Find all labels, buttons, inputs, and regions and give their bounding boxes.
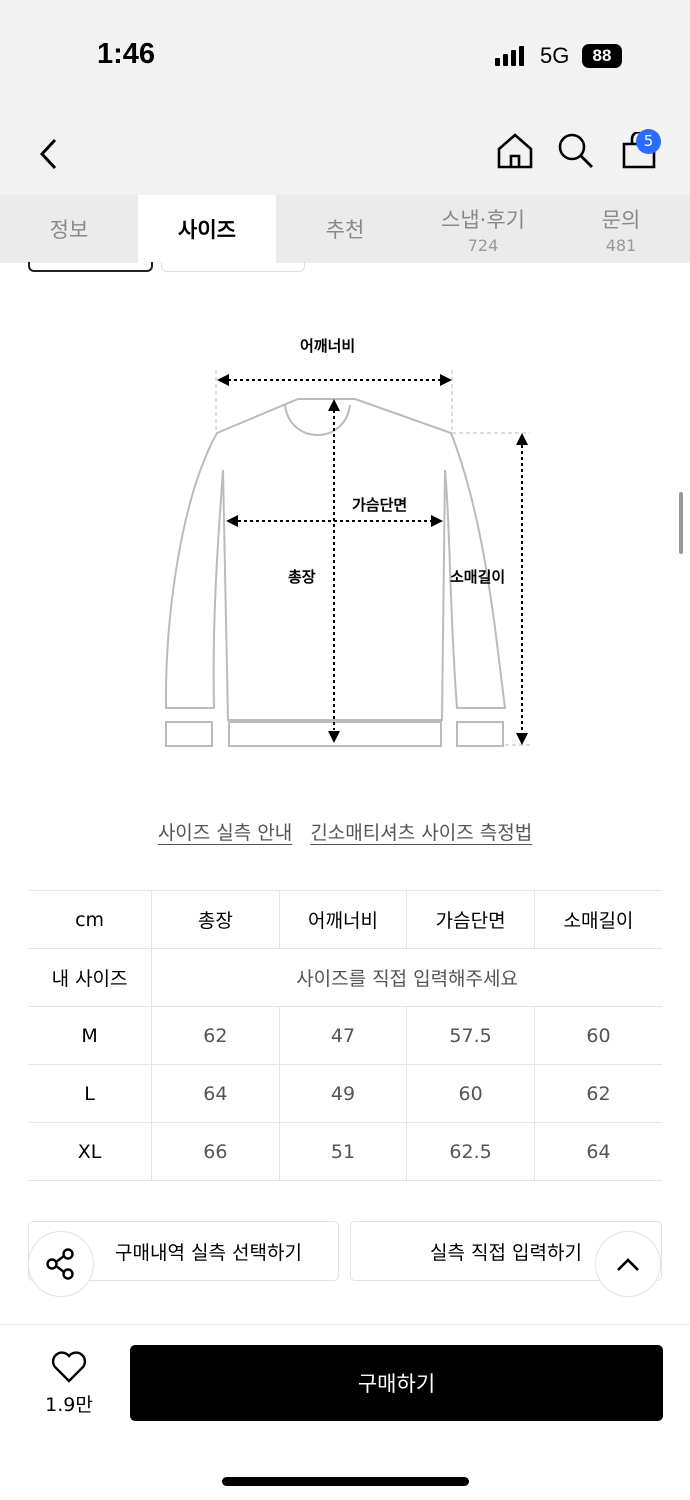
button-label: 구매하기 (357, 1372, 436, 1396)
tab-reviews[interactable]: 스냅·후기 724 (414, 195, 552, 263)
value-cell: 47 (278, 1006, 408, 1065)
battery-level: 88 (582, 44, 622, 68)
header-cell: cm (28, 890, 153, 949)
top-nav (0, 110, 690, 195)
tab-size[interactable]: 사이즈 (138, 195, 276, 263)
header-cell: 어깨너비 (278, 890, 408, 949)
header-cell: 소매길이 (533, 890, 662, 949)
tab-inquiry[interactable]: 문의 481 (552, 195, 690, 263)
status-bar: 1:46 5G 88 (0, 0, 690, 110)
sweater-illustration (164, 370, 530, 747)
buy-button[interactable]: 구매하기 (130, 1345, 663, 1421)
share-icon (46, 1248, 74, 1280)
size-cell: XL (28, 1122, 153, 1181)
value-cell: 62 (151, 1006, 280, 1065)
length-label: 총장 (288, 568, 316, 586)
table-row: M 62 47 57.5 60 (28, 1006, 662, 1065)
size-cell: L (28, 1064, 153, 1123)
size-option-selected[interactable] (28, 262, 153, 272)
value-cell: 51 (278, 1122, 408, 1181)
size-diagram: 어깨너비 가슴단면 총장 소매길이 (150, 320, 550, 760)
share-button[interactable] (28, 1231, 94, 1297)
tab-label: 정보 (49, 218, 89, 242)
value-cell: 49 (278, 1064, 408, 1123)
scroll-top-button[interactable] (595, 1231, 661, 1297)
home-icon[interactable] (496, 132, 534, 170)
header-cell: 가슴단면 (406, 890, 535, 949)
cart-count-badge: 5 (636, 129, 661, 154)
sleeve-label: 소매길이 (450, 568, 506, 586)
tab-label: 스냅·후기 (441, 207, 525, 232)
like-count: 1.9만 (45, 1394, 93, 1416)
tab-label: 추천 (325, 218, 365, 242)
measure-method-link[interactable]: 긴소매티셔츠 사이즈 측정법 (310, 822, 533, 844)
tab-recommend[interactable]: 추천 (276, 195, 414, 263)
value-cell: 60 (406, 1064, 535, 1123)
tab-label: 사이즈 (178, 218, 236, 242)
my-size-row[interactable]: 내 사이즈 사이즈를 직접 입력해주세요 (28, 948, 662, 1007)
value-cell: 57.5 (406, 1006, 535, 1065)
my-size-label: 내 사이즈 (28, 948, 153, 1007)
value-cell: 62 (533, 1064, 662, 1123)
status-time: 1:46 (97, 38, 156, 70)
table-header-row: cm 총장 어깨너비 가슴단면 소매길이 (28, 890, 662, 949)
signal-icon (495, 46, 524, 66)
value-cell: 64 (151, 1064, 280, 1123)
table-row: XL 66 51 62.5 64 (28, 1122, 662, 1181)
value-cell: 64 (533, 1122, 662, 1181)
back-chevron-icon[interactable] (38, 137, 60, 171)
size-cell: M (28, 1006, 153, 1065)
value-cell: 62.5 (406, 1122, 535, 1181)
chevron-up-icon (617, 1258, 639, 1271)
home-indicator (222, 1477, 469, 1486)
button-label: 실측 직접 입력하기 (430, 1241, 582, 1264)
size-guide-link[interactable]: 사이즈 실측 안내 (157, 822, 293, 844)
value-cell: 60 (533, 1006, 662, 1065)
size-links: 사이즈 실측 안내 긴소매티셔츠 사이즈 측정법 (0, 818, 690, 845)
tab-count: 724 (467, 235, 499, 255)
tab-info[interactable]: 정보 (0, 195, 138, 263)
tab-label: 문의 (601, 207, 641, 232)
search-icon[interactable] (557, 132, 595, 170)
my-size-input-prompt[interactable]: 사이즈를 직접 입력해주세요 (151, 948, 662, 1007)
button-label: 구매내역 실측 선택하기 (115, 1241, 302, 1264)
tab-bar: 정보 사이즈 추천 스냅·후기 724 문의 481 (0, 195, 690, 263)
scrollbar[interactable] (679, 492, 683, 554)
chest-label: 가슴단면 (352, 496, 408, 514)
size-option[interactable] (161, 262, 305, 272)
network-type: 5G (540, 43, 570, 68)
tab-count: 481 (605, 235, 637, 255)
table-row: L 64 49 60 62 (28, 1064, 662, 1123)
heart-icon[interactable] (50, 1350, 88, 1384)
shoulder-label: 어깨너비 (300, 337, 356, 355)
header-cell: 총장 (151, 890, 280, 949)
value-cell: 66 (151, 1122, 280, 1181)
size-table: cm 총장 어깨너비 가슴단면 소매길이 내 사이즈 사이즈를 직접 입력해주세… (28, 890, 662, 1181)
